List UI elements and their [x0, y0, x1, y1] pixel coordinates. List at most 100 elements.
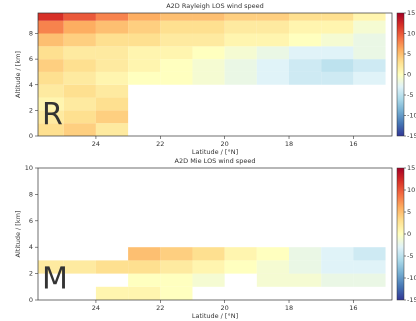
heatmap-cell [353, 260, 386, 274]
heatmap-cell [160, 260, 193, 274]
heatmap-cell [321, 59, 354, 72]
heatmap-cell [289, 247, 322, 261]
heatmap-cell [63, 97, 96, 111]
x-tick-label: 20 [221, 304, 229, 312]
chart-title: A2D Mie LOS wind speed [175, 157, 256, 165]
heatmap-cell [289, 71, 322, 85]
heatmap-cell [95, 110, 129, 124]
colorbar-tick-label: 10 [407, 186, 415, 194]
heatmap-cell [192, 20, 225, 34]
heatmap-cell [256, 247, 290, 261]
colorbar-tick-label: -10 [407, 112, 416, 120]
x-tick-label: 24 [92, 140, 100, 148]
y-tick-label: 0 [29, 132, 33, 140]
heatmap-cell [353, 247, 386, 261]
colorbar-tick-label: 0 [407, 230, 411, 238]
colorbar-tick-label: 5 [407, 50, 411, 58]
heatmap-cell [353, 59, 386, 72]
heatmap-cell [224, 247, 257, 261]
y-tick-label: 2 [29, 106, 33, 114]
heatmap-cell [95, 13, 129, 21]
colorbar-tick-label: 5 [407, 208, 411, 216]
heatmap-cell [160, 20, 193, 34]
colorbar-tick-label: -10 [407, 274, 416, 282]
heatmap-cell [160, 59, 193, 72]
heatmap-cell [38, 84, 64, 98]
axes-frame [37, 167, 393, 301]
heatmap-cell [353, 20, 386, 34]
heatmap-cell [289, 46, 322, 60]
heatmap-cell [128, 46, 161, 60]
heatmap-cell [63, 260, 96, 274]
heatmap-cell [38, 110, 64, 124]
heatmap-cell [63, 84, 96, 98]
colorbar-tick-label: -5 [407, 91, 413, 99]
y-tick-label: 2 [29, 270, 33, 278]
heatmap-cell [128, 286, 161, 300]
x-axis-label: Latitude / [°N] [192, 148, 238, 156]
heatmap-cell [63, 123, 96, 136]
heatmap-cell [321, 33, 354, 47]
y-tick-label: 6 [29, 55, 33, 63]
heatmap-cell [224, 33, 257, 47]
heatmap-cell [256, 273, 290, 287]
heatmap-cell [256, 13, 290, 21]
heatmap-cell [160, 13, 193, 21]
heatmap-cell [95, 59, 129, 72]
heatmap-cell [38, 33, 64, 47]
colorbar-tick-label: -15 [407, 296, 416, 304]
heatmap-cell [95, 123, 129, 136]
colorbar-tick-label: 15 [407, 164, 415, 172]
colorbar-tick-label: -15 [407, 132, 416, 140]
x-tick-label: 16 [349, 140, 357, 148]
heatmap-cell [192, 33, 225, 47]
heatmap-cell [160, 247, 193, 261]
heatmap-cell [192, 247, 225, 261]
heatmap-cell [95, 33, 129, 47]
heatmap-cell [321, 71, 354, 85]
colorbar-tick-label: 15 [407, 9, 415, 17]
heatmap-cell [289, 13, 322, 21]
heatmap-cell [128, 13, 161, 21]
heatmap-cell [128, 33, 161, 47]
heatmap-cell [321, 247, 354, 261]
heatmap-cell [256, 71, 290, 85]
heatmap-cell [192, 13, 225, 21]
heatmap-cell [95, 20, 129, 34]
heatmap-cell [38, 20, 64, 34]
heatmap-cell [321, 260, 354, 274]
heatmap-cell [289, 260, 322, 274]
heatmap-cell [38, 260, 64, 274]
heatmap-cell [353, 33, 386, 47]
x-tick-label: 16 [349, 304, 357, 312]
heatmap-cell [224, 46, 257, 60]
heatmap-cell [224, 59, 257, 72]
panel-letter: M [42, 262, 68, 297]
heatmap-cell [353, 46, 386, 60]
x-tick-label: 22 [156, 304, 164, 312]
heatmap-cell [321, 13, 354, 21]
heatmap-cell [63, 33, 96, 47]
heatmap-cell [63, 20, 96, 34]
y-tick-label: 4 [29, 81, 33, 89]
heatmap-cell [63, 13, 96, 21]
heatmap-cell [192, 71, 225, 85]
heatmap-cell [38, 46, 64, 60]
heatmap-cell [63, 71, 96, 85]
y-axis-label: Altitude / [km] [14, 211, 22, 258]
heatmap-cell [353, 273, 386, 287]
heatmap-cell [192, 46, 225, 60]
heatmap-cell [160, 33, 193, 47]
heatmap-cell [353, 13, 386, 21]
heatmap-cell [256, 260, 290, 274]
heatmap-cell [38, 97, 64, 111]
heatmap-cell [95, 46, 129, 60]
heatmap-cell [321, 273, 354, 287]
heatmap-cell [192, 59, 225, 72]
heatmap-cell [256, 46, 290, 60]
x-tick-label: 22 [156, 140, 164, 148]
y-axis-label: Altitude / [km] [14, 51, 22, 98]
heatmap-cell [128, 247, 161, 261]
y-tick-label: 8 [29, 30, 33, 38]
heatmap-cell [256, 59, 290, 72]
